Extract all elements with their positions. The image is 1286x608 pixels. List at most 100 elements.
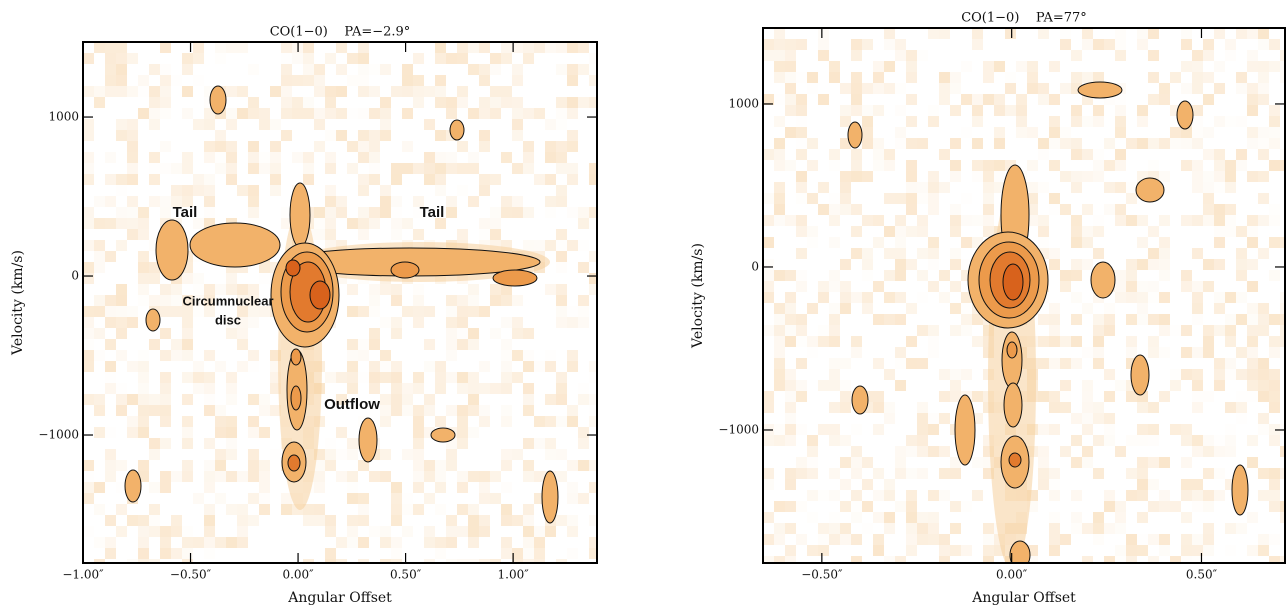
haze-cell — [1225, 424, 1236, 435]
haze-cell — [785, 336, 796, 347]
haze-cell — [105, 306, 116, 317]
haze-cell — [171, 185, 182, 196]
haze-cell — [336, 196, 347, 207]
haze-cell — [1269, 347, 1280, 358]
haze-cell — [567, 350, 578, 361]
haze-cell — [1214, 116, 1225, 127]
haze-cell — [785, 160, 796, 171]
haze-cell — [479, 42, 490, 53]
haze-cell — [435, 504, 446, 515]
haze-cell — [884, 83, 895, 94]
haze-cell — [248, 317, 259, 328]
haze-cell — [1148, 435, 1159, 446]
haze-cell — [556, 449, 567, 460]
haze-cell — [763, 479, 774, 490]
haze-cell — [961, 215, 972, 226]
haze-cell — [1115, 292, 1126, 303]
haze-cell — [556, 251, 567, 262]
haze-cell — [1049, 512, 1060, 523]
haze-cell — [1258, 61, 1269, 72]
haze-cell — [796, 424, 807, 435]
haze-cell — [1225, 204, 1236, 215]
haze-cell — [1093, 325, 1104, 336]
haze-cell — [1258, 303, 1269, 314]
haze-cell — [303, 53, 314, 64]
haze-cell — [501, 416, 512, 427]
haze-cell — [446, 449, 457, 460]
haze-cell — [873, 160, 884, 171]
haze-cell — [259, 262, 270, 273]
haze-cell — [939, 292, 950, 303]
haze-cell — [1038, 182, 1049, 193]
haze-cell — [1159, 270, 1170, 281]
haze-cell — [862, 303, 873, 314]
x-axis-label: Angular Offset — [287, 590, 392, 606]
haze-cell — [94, 350, 105, 361]
haze-cell — [1126, 281, 1137, 292]
haze-cell — [479, 141, 490, 152]
haze-cell — [1225, 215, 1236, 226]
haze-cell — [380, 405, 391, 416]
haze-cell — [961, 369, 972, 380]
haze-cell — [204, 119, 215, 130]
haze-cell — [895, 556, 906, 563]
haze-cell — [1049, 259, 1060, 270]
haze-cell — [785, 127, 796, 138]
haze-cell — [391, 548, 402, 559]
haze-cell — [1115, 149, 1126, 160]
haze-cell — [1082, 380, 1093, 391]
haze-cell — [149, 405, 160, 416]
haze-cell — [906, 94, 917, 105]
haze-cell — [796, 248, 807, 259]
haze-cell — [149, 559, 160, 563]
haze-cell — [160, 86, 171, 97]
haze-cell — [556, 515, 567, 526]
haze-cell — [950, 171, 961, 182]
haze-cell — [1170, 127, 1181, 138]
haze-cell — [589, 394, 597, 405]
haze-cell — [895, 446, 906, 457]
haze-cell — [1071, 358, 1082, 369]
haze-cell — [413, 97, 424, 108]
haze-cell — [1236, 369, 1247, 380]
haze-cell — [457, 141, 468, 152]
haze-cell — [1247, 61, 1258, 72]
haze-cell — [1159, 490, 1170, 501]
haze-cell — [796, 314, 807, 325]
haze-cell — [105, 361, 116, 372]
haze-cell — [171, 471, 182, 482]
haze-cell — [468, 152, 479, 163]
haze-cell — [928, 105, 939, 116]
haze-cell — [523, 504, 534, 515]
haze-cell — [1126, 314, 1137, 325]
haze-cell — [1038, 446, 1049, 457]
haze-cell — [807, 303, 818, 314]
haze-cell — [281, 64, 292, 75]
haze-cell — [884, 39, 895, 50]
haze-cell — [358, 174, 369, 185]
haze-cell — [774, 358, 785, 369]
haze-cell — [391, 515, 402, 526]
haze-cell — [446, 306, 457, 317]
haze-cell — [873, 149, 884, 160]
haze-cell — [1060, 446, 1071, 457]
haze-cell — [1159, 325, 1170, 336]
haze-cell — [523, 141, 534, 152]
haze-cell — [512, 317, 523, 328]
haze-cell — [1115, 281, 1126, 292]
haze-cell — [1038, 358, 1049, 369]
haze-cell — [851, 534, 862, 545]
haze-cell — [534, 240, 545, 251]
haze-cell — [1170, 369, 1181, 380]
haze-cell — [1115, 182, 1126, 193]
haze-cell — [105, 427, 116, 438]
haze-cell — [380, 108, 391, 119]
haze-cell — [413, 306, 424, 317]
haze-cell — [215, 163, 226, 174]
haze-cell — [1027, 556, 1038, 563]
haze-cell — [1104, 160, 1115, 171]
haze-cell — [567, 548, 578, 559]
haze-cell — [303, 97, 314, 108]
haze-cell — [1093, 248, 1104, 259]
haze-cell — [138, 75, 149, 86]
